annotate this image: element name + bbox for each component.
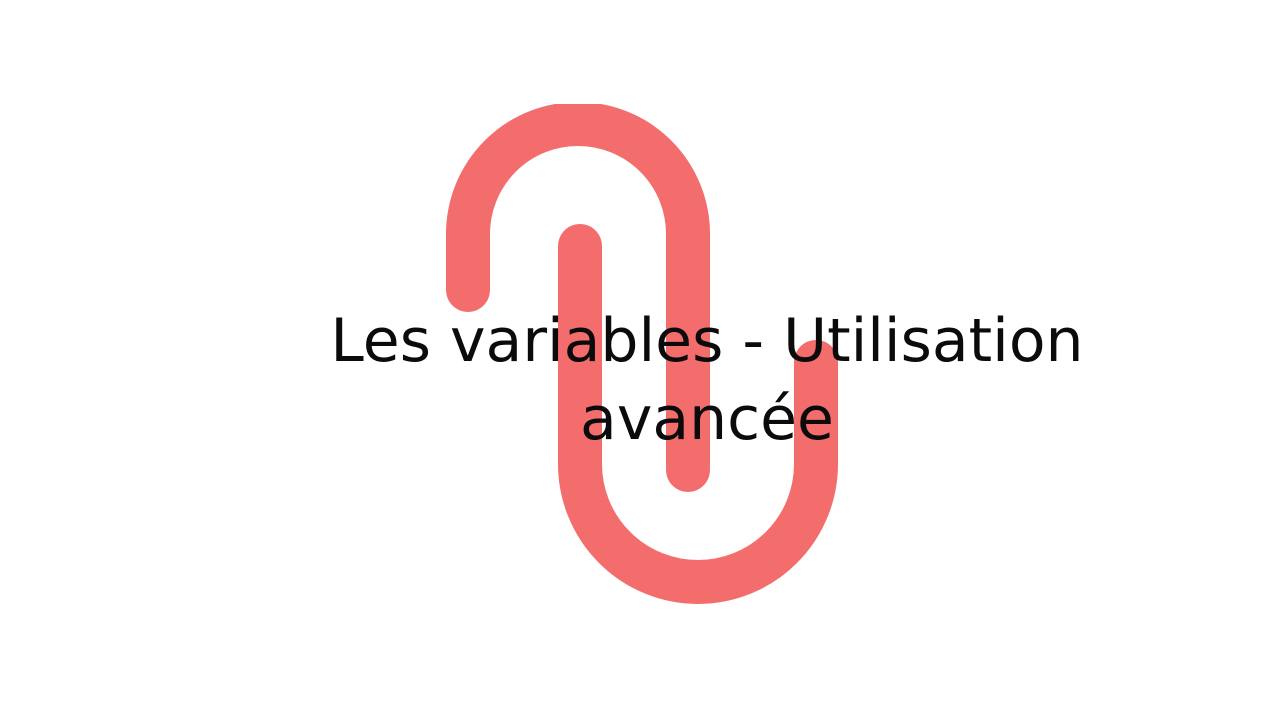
logo-text-wild: WILD: [150, 28, 197, 47]
paperclip-shape: [446, 104, 838, 604]
logo-text-school: SCHOOL: [120, 85, 194, 104]
wild-code-school-logo-icon: WILD CODE SCHOOL: [38, 28, 204, 104]
wild-code-school-logo: WILD CODE SCHOOL: [38, 26, 260, 106]
slide-title: Les variables - Utilisation avancée: [330, 306, 1084, 454]
logo-text-code: CODE: [154, 56, 204, 75]
paperclip-icon: [440, 104, 840, 616]
